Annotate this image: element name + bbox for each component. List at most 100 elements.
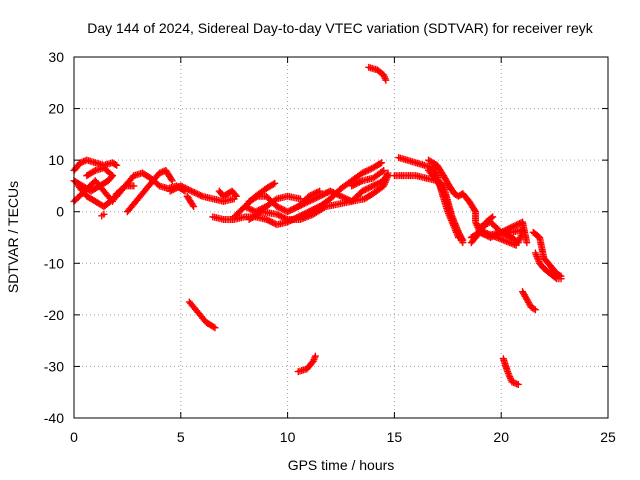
data-point <box>108 172 116 180</box>
data-point <box>296 202 304 210</box>
data-point <box>376 160 384 168</box>
data-point <box>181 184 189 192</box>
data-point <box>371 181 379 189</box>
data-point <box>177 182 185 190</box>
data-point <box>358 169 366 177</box>
series-arc-32 <box>499 355 522 388</box>
data-point <box>100 210 108 218</box>
data-point <box>366 183 374 191</box>
x-tick-label: 0 <box>70 429 78 445</box>
data-point <box>167 175 175 183</box>
data-point <box>349 181 357 189</box>
data-point <box>180 183 188 191</box>
data-point <box>241 203 249 211</box>
data-point <box>277 213 285 221</box>
data-point <box>231 191 239 199</box>
data-point <box>326 187 334 195</box>
data-point <box>361 168 369 176</box>
series-arc-19 <box>348 166 388 190</box>
data-point <box>479 222 487 230</box>
data-point <box>311 352 319 360</box>
data-point <box>279 206 287 214</box>
data-point <box>277 205 285 213</box>
data-point <box>288 206 296 214</box>
data-point <box>348 182 356 190</box>
data-point <box>252 193 260 201</box>
data-point <box>310 195 318 203</box>
data-point <box>305 208 313 216</box>
data-point <box>316 192 324 200</box>
data-point <box>374 180 382 188</box>
data-point <box>480 221 488 229</box>
data-point <box>360 186 368 194</box>
x-tick-label: 10 <box>280 429 296 445</box>
data-point <box>351 180 359 188</box>
data-point <box>319 191 327 199</box>
data-point <box>285 207 293 215</box>
data-point <box>310 206 318 214</box>
data-point <box>113 161 121 169</box>
data-point <box>247 206 255 214</box>
data-point <box>320 190 328 198</box>
data-point <box>297 201 305 209</box>
data-point <box>489 213 497 221</box>
data-point <box>512 221 520 229</box>
data-point <box>530 305 538 313</box>
data-point <box>187 187 195 195</box>
data-point <box>290 205 298 213</box>
data-point <box>269 180 277 188</box>
data-point <box>305 197 313 205</box>
data-point <box>551 274 559 282</box>
data-point <box>195 191 203 199</box>
data-point <box>531 306 539 314</box>
data-point <box>166 187 174 195</box>
data-point <box>273 210 281 218</box>
data-point <box>340 194 348 202</box>
data-point <box>282 215 290 223</box>
data-point <box>105 198 113 206</box>
axis-ticks: 0 5 10 15 20 25 30 20 10 0 -10 -20 -30 -40 <box>44 49 616 445</box>
data-point <box>273 203 281 211</box>
data-point <box>303 198 311 206</box>
series-arc-30 <box>480 228 520 249</box>
data-point <box>294 203 302 211</box>
x-tick-label: 15 <box>387 429 403 445</box>
data-point <box>267 218 275 226</box>
series-arc-10 <box>183 192 198 211</box>
data-point <box>523 239 531 247</box>
data-point <box>279 213 287 221</box>
series-arc-33 <box>529 228 565 280</box>
data-point <box>174 183 182 191</box>
data-point <box>211 324 219 332</box>
data-point <box>343 195 351 203</box>
series-arc-34 <box>531 249 565 283</box>
x-tick-label: 25 <box>600 429 616 445</box>
x-axis-label: GPS time / hours <box>288 457 395 473</box>
data-point <box>191 189 199 197</box>
data-point <box>378 168 386 176</box>
data-point <box>281 214 289 222</box>
data-point <box>384 169 392 177</box>
data-point <box>183 185 191 193</box>
data-point <box>245 205 253 213</box>
data-point <box>111 160 119 168</box>
data-point <box>90 167 98 175</box>
data-point <box>313 194 321 202</box>
data-point <box>354 179 362 187</box>
data-point <box>274 203 282 211</box>
data-point <box>271 179 279 187</box>
data-point <box>313 204 321 212</box>
data-point <box>264 216 272 224</box>
x-tick-label: 5 <box>177 429 185 445</box>
data-point <box>363 185 371 193</box>
data-point <box>299 200 307 208</box>
data-point <box>375 179 383 187</box>
data-point <box>361 186 369 194</box>
data-point <box>244 204 252 212</box>
data-point <box>197 192 205 200</box>
data-point <box>262 215 270 223</box>
data-points <box>70 63 565 388</box>
data-point <box>287 206 295 214</box>
data-point <box>355 178 363 186</box>
